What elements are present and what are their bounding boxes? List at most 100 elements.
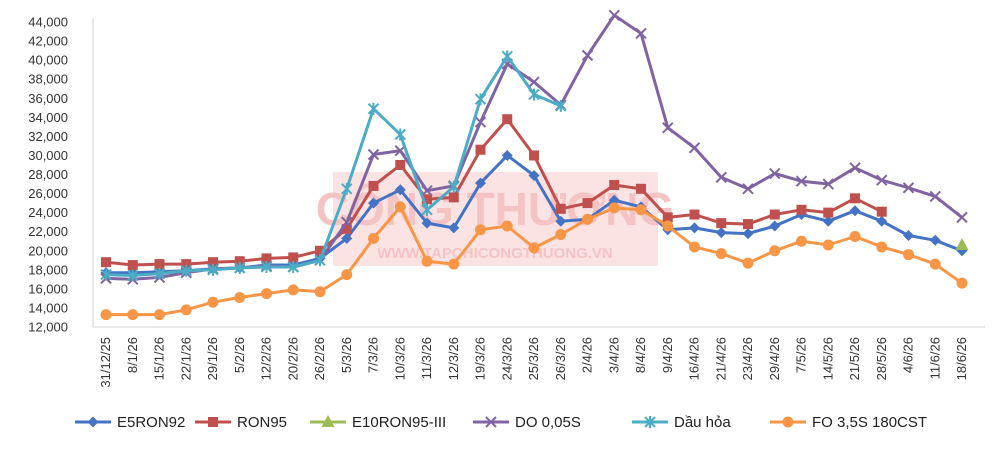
y-tick-label: 38,000 — [28, 72, 68, 87]
series-e5ron92-point — [528, 169, 540, 181]
x-tick-label: 31/12/25 — [98, 337, 113, 388]
watermark-band — [333, 172, 658, 266]
legend-item-ron95: RON95 — [195, 414, 287, 431]
series-e5ron92-point — [849, 205, 861, 217]
y-tick-label: 44,000 — [28, 15, 68, 30]
series-e5ron92-point — [341, 232, 353, 244]
series-do-0-05s-point — [849, 162, 861, 174]
x-tick-label: 11/6/26 — [927, 337, 942, 379]
series-do-0-05s-point — [421, 184, 433, 197]
series-fo-3-5s-180cst-point — [689, 241, 700, 253]
x-tick-label: 21/4/26 — [713, 337, 728, 380]
series-do-0-05s-point — [902, 182, 915, 194]
legend-item-e10ron95-iii: E10RON95-III — [310, 414, 446, 431]
y-tick-label: 24,000 — [28, 205, 68, 220]
series-d-u-h-a-point — [287, 260, 299, 273]
legend-swatch-point — [782, 416, 794, 428]
series-ron95-point — [315, 245, 325, 256]
x-tick-label: 18/6/26 — [954, 337, 969, 380]
x-tick-label: 22/1/26 — [178, 337, 193, 380]
series-e10ron95-iii-point — [955, 238, 969, 251]
series-d-u-h-a-line — [105, 54, 562, 277]
legend-label: FO 3,5S 180CST — [812, 414, 927, 431]
series-fo-3-5s-180cst-point — [608, 202, 620, 214]
series-fo-3-5s-180cst-point — [287, 284, 299, 296]
y-tick-label: 12,000 — [28, 320, 68, 335]
y-axis-ticks: 12,000 14,000 16,000 18,000 20,000 22,000 24,0… — [28, 15, 68, 335]
x-tick-label: 9/4/26 — [660, 337, 675, 373]
x-tick-label: 5/2/26 — [232, 337, 247, 373]
series-d-u-h-a-point — [367, 102, 380, 115]
series-fo-3-5s-180cst-point — [903, 249, 914, 261]
series-ron95-point — [582, 198, 593, 209]
series-fo-3-5s-180cst-point — [796, 235, 807, 247]
series-ron95-point — [823, 207, 834, 218]
series-ron95-point — [154, 259, 165, 270]
series-do-0-05s-point — [528, 76, 540, 88]
series-e5ron92-point — [715, 227, 727, 239]
x-tick-label: 8/4/26 — [633, 337, 648, 373]
series-fo-3-5s-180cst-point — [662, 220, 674, 232]
series-d-u-h-a-point — [474, 93, 487, 106]
y-tick-label: 22,000 — [28, 224, 68, 239]
series-ron95-point — [101, 257, 111, 268]
series-ron95-point — [127, 260, 138, 271]
series-ron95-point — [796, 204, 807, 215]
x-tick-label: 29/1/26 — [205, 337, 220, 380]
series-fo-3-5s-180cst-point — [582, 213, 593, 225]
x-axis-ticks: 31/12/25 8/1/26 15/1/26 22/1/26 29/1/26 5/2/2… — [98, 337, 969, 388]
series-ron95-point — [422, 194, 432, 205]
series-d-u-h-a-point — [394, 128, 406, 141]
series-do-0-05s-point — [742, 183, 754, 195]
series-do-0-05s-point — [929, 190, 941, 203]
x-tick-label: 11/3/26 — [419, 337, 434, 379]
series-ron95-point — [716, 218, 727, 229]
series-do-0-05s-point — [608, 9, 620, 22]
series-e5ron92-point — [475, 177, 486, 189]
series-d-u-h-a-point — [448, 180, 460, 193]
x-tick-label: 10/3/26 — [392, 337, 407, 380]
series-do-0-05s-point — [769, 167, 781, 180]
series-fo-3-5s-180cst-point — [769, 245, 781, 257]
series-d-u-h-a-point — [100, 268, 112, 281]
legend-item-e5ron92: E5RON92 — [75, 414, 185, 431]
y-tick-label: 26,000 — [28, 186, 68, 201]
series-ron95-point — [181, 259, 192, 270]
series-fo-3-5s-180cst-point — [180, 304, 192, 316]
y-tick-label: 36,000 — [28, 91, 68, 106]
series-d-u-h-a-point — [234, 261, 246, 274]
series-d-u-h-a-point — [180, 264, 192, 277]
y-tick-label: 14,000 — [28, 300, 68, 315]
series-fo-3-5s-180cst-point — [849, 230, 861, 242]
series-ron95-point — [555, 203, 566, 214]
series-d-u-h-a-point — [555, 99, 567, 112]
series-d-u-h-a-point — [421, 203, 433, 216]
series-e5ron92-point — [501, 149, 513, 161]
series-do-0-05s-point — [822, 178, 834, 190]
series-d-u-h-a-point — [528, 88, 540, 101]
x-tick-label: 4/6/26 — [901, 337, 916, 373]
y-tick-label: 28,000 — [28, 167, 68, 182]
series-fo-3-5s-180cst-point — [314, 286, 326, 298]
legend: E5RON92 RON95 E10RON95-III DO 0,05S Dầu hỏa F… — [75, 414, 927, 431]
legend-label: DO 0,05S — [515, 414, 581, 431]
series-ron95-point — [529, 150, 539, 161]
series-e5ron92-point — [394, 184, 406, 196]
series-ron95-point — [850, 193, 860, 204]
series-ron95-point — [234, 256, 245, 267]
series-fo-3-5s-180cst-point — [207, 296, 219, 308]
series-fo-3-5s-180cst-point — [876, 241, 888, 253]
series-e5ron92-point — [903, 230, 914, 241]
series-do-0-05s-point — [662, 122, 674, 134]
series-e5ron92-point — [822, 215, 834, 227]
x-tick-label: 15/1/26 — [152, 337, 167, 380]
series-ron95-point — [636, 183, 646, 194]
y-tick-label: 34,000 — [28, 110, 68, 125]
series-do-0-05s-point — [367, 148, 380, 161]
x-tick-label: 3/4/26 — [606, 337, 621, 373]
series-e5ron92-point — [555, 215, 567, 227]
series-fo-3-5s-180cst-point — [528, 242, 540, 254]
legend-swatch-point — [644, 416, 656, 428]
series-ron95-point — [261, 253, 272, 264]
